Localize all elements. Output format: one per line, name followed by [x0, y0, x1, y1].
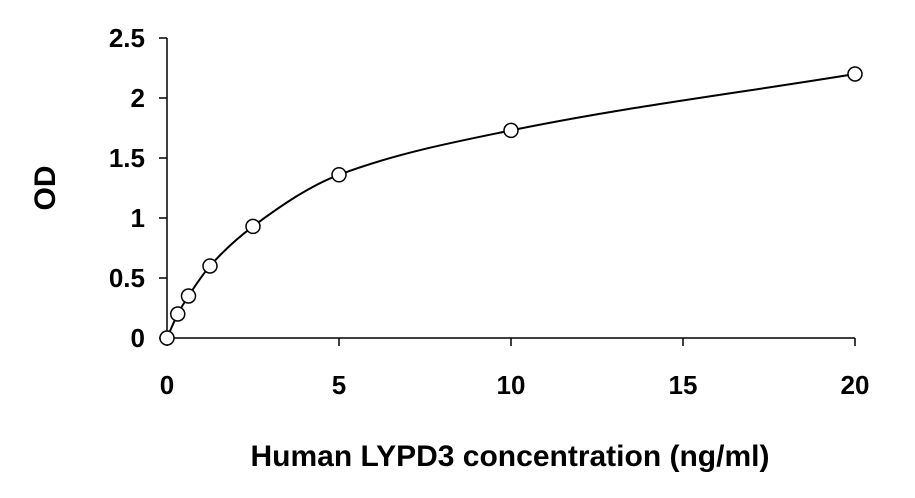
y-tick-label: 2.5 [109, 23, 145, 53]
data-point [159, 330, 175, 346]
x-tick-label: 0 [160, 370, 174, 400]
data-point [503, 122, 519, 139]
data-point [847, 66, 863, 82]
y-tick-label: 1.5 [109, 143, 145, 173]
x-tick-label: 15 [669, 370, 698, 400]
fit-curve [166, 73, 856, 339]
y-axis-title: OD [29, 166, 62, 211]
x-tick-label: 20 [841, 370, 870, 400]
y-tick-label: 2 [131, 83, 145, 113]
y-tick-label: 0.5 [109, 263, 145, 293]
y-tick-label: 0 [131, 323, 145, 353]
x-axis: 0 5 10 15 20 [160, 337, 870, 400]
data-point [180, 288, 197, 304]
data-point [170, 306, 186, 322]
data-points [159, 66, 863, 346]
y-ticks: 0 0.5 1 1.5 2 2.5 [109, 23, 167, 353]
x-axis-title: Human LYPD3 concentration (ng/ml) [251, 440, 770, 473]
x-ticks: 0 5 10 15 20 [160, 338, 870, 400]
data-point [331, 167, 347, 183]
y-tick-label: 1 [131, 203, 145, 233]
data-point [245, 218, 261, 235]
x-tick-label: 5 [332, 370, 346, 400]
x-tick-label: 10 [497, 370, 526, 400]
data-point [202, 258, 218, 274]
y-axis: 0 0.5 1 1.5 2 2.5 [109, 23, 168, 353]
